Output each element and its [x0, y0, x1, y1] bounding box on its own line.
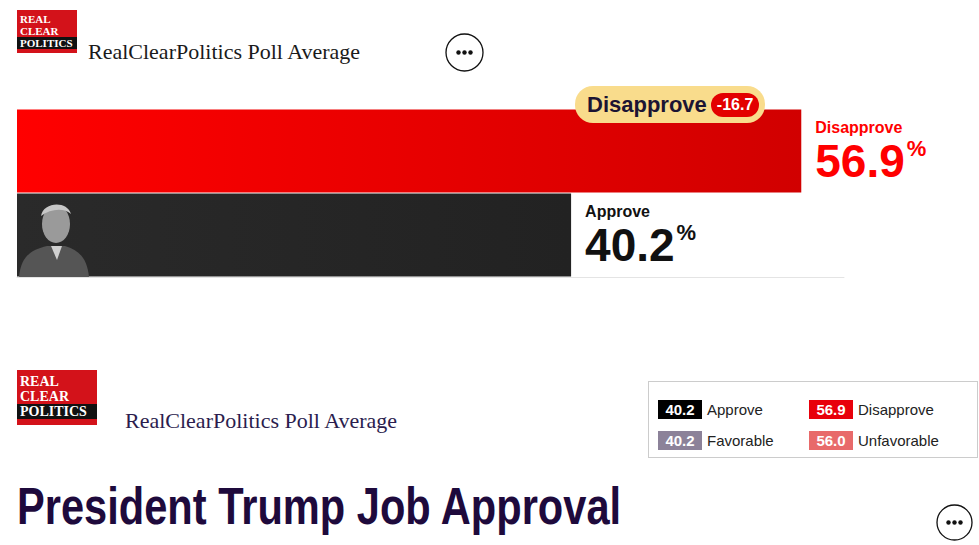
html-text:40.2: 40.2: [665, 401, 695, 418]
svg-text:Approve: Approve: [585, 203, 650, 220]
svg-text:56.9: 56.9: [815, 135, 905, 187]
html-text:REAL: REAL: [20, 13, 51, 25]
html-text:REAL: REAL: [20, 374, 59, 389]
html-text:POLITICS: POLITICS: [20, 404, 87, 419]
svg-text:%: %: [907, 136, 927, 161]
html-text:Disapprove: Disapprove: [858, 401, 934, 418]
html-text:RealClearPolitics Poll Average: RealClearPolitics Poll Average: [125, 408, 398, 433]
html-text:Favorable: Favorable: [707, 432, 774, 449]
svg-text:%: %: [677, 220, 697, 245]
html-text:CLEAR: CLEAR: [20, 389, 69, 404]
html-text:-16.7: -16.7: [716, 95, 754, 113]
svg-text:40.2: 40.2: [585, 219, 675, 271]
html-text:POLITICS: POLITICS: [20, 37, 73, 49]
html-text:56.0: 56.0: [816, 432, 846, 449]
html-text:RealClearPolitics Poll Average: RealClearPolitics Poll Average: [88, 39, 361, 64]
html-text:40.2: 40.2: [665, 432, 695, 449]
html-text:Unfavorable: Unfavorable: [858, 432, 939, 449]
html-text:Disapprove: Disapprove: [587, 91, 707, 117]
svg-text:Disapprove: Disapprove: [815, 119, 902, 136]
html-text:Approve: Approve: [707, 401, 763, 418]
html-text:President Trump Job Approval: President Trump Job Approval: [17, 477, 622, 535]
html-text:CLEAR: CLEAR: [20, 25, 59, 37]
html-text:56.9: 56.9: [816, 401, 846, 418]
